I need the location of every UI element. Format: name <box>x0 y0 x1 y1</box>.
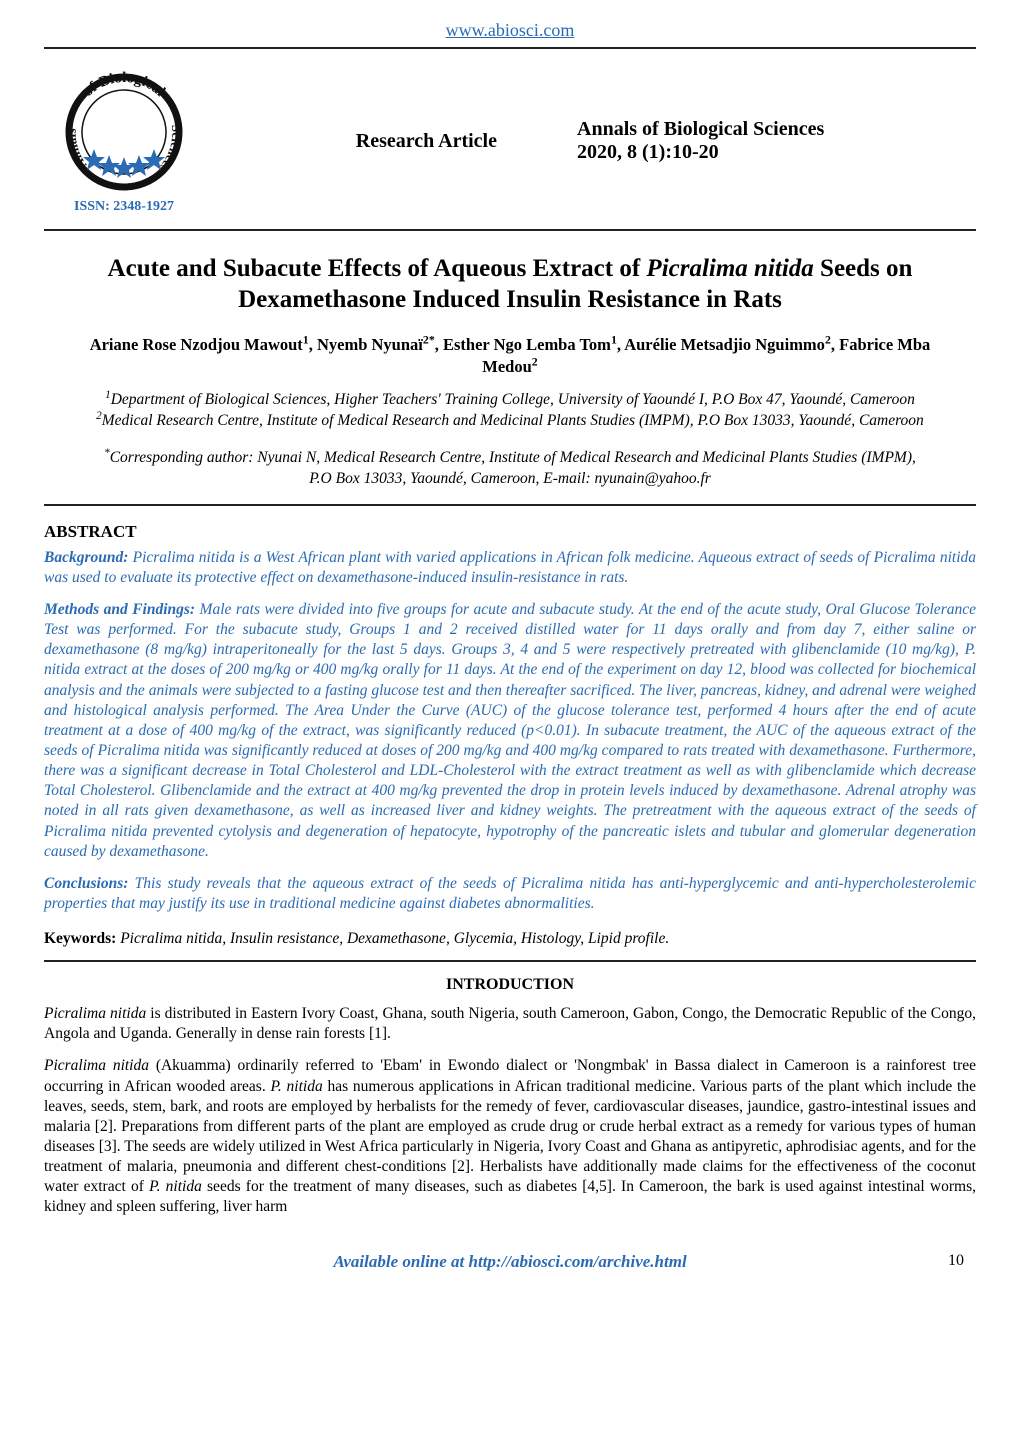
abstract-text-background: Picralima nitida is a West African plant… <box>44 549 976 586</box>
abstract-text-conclusions: This study reveals that the aqueous extr… <box>44 875 976 912</box>
intro-para-2: Picralima nitida (Akuamma) ordinarily re… <box>0 1056 1020 1229</box>
site-url-line: www.abiosci.com <box>0 0 1020 47</box>
masthead-text: Research Article Annals of Biological Sc… <box>204 118 976 164</box>
keywords-text: Picralima nitida, Insulin resistance, De… <box>116 930 669 947</box>
issn-label: ISSN: 2348-1927 <box>74 199 174 215</box>
title-part-1: Acute and Subacute Effects of Aqueous Ex… <box>108 255 647 282</box>
abstract-para-methods: Methods and Findings: Male rats were div… <box>44 600 976 862</box>
journal-logo: of Biological Annals Sciences ISSN: 2348… <box>44 67 204 215</box>
affiliation-2: 2Medical Research Centre, Institute of M… <box>44 411 976 432</box>
svg-text:of Biological: of Biological <box>80 70 168 100</box>
logo-text-top: of Biological <box>80 70 168 100</box>
abstract-para-conclusions: Conclusions: This study reveals that the… <box>44 874 976 914</box>
seal-icon: of Biological Annals Sciences <box>59 67 189 197</box>
volume-line: 2020, 8 (1):10-20 <box>577 141 824 164</box>
title-part-2: Dexamethasone Induced Insulin Resistance… <box>238 286 782 313</box>
affiliation-1: 1Department of Biological Sciences, High… <box>44 390 976 411</box>
journal-info: Annals of Biological Sciences 2020, 8 (1… <box>577 118 824 164</box>
abstract-text-methods: Male rats were divided into five groups … <box>44 601 976 860</box>
abstract-runin-methods: Methods and Findings: <box>44 601 195 618</box>
introduction-heading: INTRODUCTION <box>0 962 1020 1004</box>
page-number: 10 <box>948 1252 964 1270</box>
authors-line: Ariane Rose Nzodjou Mawout1, Nyemb Nyuna… <box>0 326 1020 387</box>
corresponding-line-1: *Corresponding author: Nyunai N, Medical… <box>44 448 976 469</box>
article-type: Research Article <box>356 130 497 153</box>
article-title: Acute and Subacute Effects of Aqueous Ex… <box>0 231 1020 326</box>
corresponding-line-2: P.O Box 13033, Yaoundé, Cameroon, E-mail… <box>44 469 976 490</box>
keywords-label: Keywords: <box>44 930 116 947</box>
journal-name: Annals of Biological Sciences <box>577 118 824 141</box>
abstract-heading: ABSTRACT <box>0 506 1020 546</box>
masthead: of Biological Annals Sciences ISSN: 2348… <box>0 49 1020 229</box>
footer-available-link[interactable]: Available online at http://abiosci.com/a… <box>333 1252 686 1271</box>
abstract-body: Background: Picralima nitida is a West A… <box>0 546 1020 914</box>
abstract-runin-background: Background: <box>44 549 128 566</box>
abstract-para-background: Background: Picralima nitida is a West A… <box>44 548 976 588</box>
affiliations: 1Department of Biological Sciences, High… <box>0 386 1020 438</box>
keywords-line: Keywords: Picralima nitida, Insulin resi… <box>0 926 1020 960</box>
title-part-1b: Seeds on <box>814 255 913 282</box>
abstract-runin-conclusions: Conclusions: <box>44 875 128 892</box>
intro-para-1: Picralima nitida is distributed in Easte… <box>0 1004 1020 1056</box>
site-url-link[interactable]: www.abiosci.com <box>446 20 575 40</box>
footer: Available online at http://abiosci.com/a… <box>0 1230 1020 1290</box>
title-species: Picralima nitida <box>646 255 813 282</box>
corresponding-author: *Corresponding author: Nyunai N, Medical… <box>0 438 1020 504</box>
